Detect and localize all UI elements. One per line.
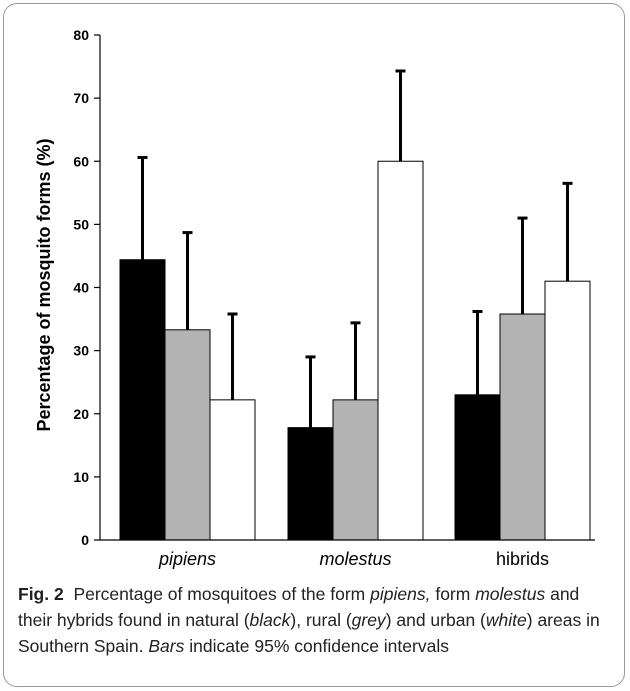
caption-text-7: indicate 95% confidence intervals <box>184 636 449 656</box>
figure-frame <box>3 3 625 687</box>
y-tick-label: 60 <box>73 153 89 169</box>
caption-italic-6: Bars <box>148 636 185 656</box>
bar <box>164 329 211 541</box>
bar <box>287 427 334 541</box>
y-tick-label: 10 <box>73 469 89 485</box>
bars <box>119 69 591 541</box>
y-tick-label: 30 <box>73 343 89 359</box>
caption-italic-5: white <box>485 610 527 630</box>
caption-text-1: Percentage of mosquitoes of the form <box>73 584 371 604</box>
y-tick-label: 40 <box>73 280 89 296</box>
x-tick-label: pipiens <box>158 549 216 569</box>
bar <box>209 399 256 541</box>
bar <box>377 160 424 541</box>
caption-text-4: ), rural ( <box>290 610 352 630</box>
caption-text-5: ) and urban ( <box>385 610 486 630</box>
bar <box>544 280 591 541</box>
caption-text-2: form <box>430 584 476 604</box>
caption-text-3: and their hybrids found in natural ( <box>18 584 580 630</box>
x-tick-label: molestus <box>319 549 391 569</box>
x-tick-label: hibrids <box>496 549 549 569</box>
x-axis: pipiens molestus hibrids <box>100 539 595 569</box>
y-tick-label: 20 <box>73 406 89 422</box>
y-tick-label: 0 <box>81 532 89 548</box>
bar <box>332 399 379 541</box>
bar <box>499 313 546 541</box>
bar-chart: 0 10 20 30 40 50 60 70 80 pipiens molestus hibrids… <box>34 27 595 569</box>
caption-italic-4: grey <box>351 610 386 630</box>
y-tick-label: 50 <box>73 216 89 232</box>
caption-italic-3: black <box>249 610 291 630</box>
bar <box>454 394 501 541</box>
caption-text-6: ) areas in Southern Spain. <box>18 610 600 656</box>
caption-label: Fig. 2 <box>18 584 64 604</box>
y-tick-label: 80 <box>73 27 89 43</box>
y-axis: 0 10 20 30 40 50 60 70 80 <box>73 27 101 548</box>
figure-caption: Fig. 2 Percentage of mosquitoes of the f… <box>18 581 614 659</box>
bar <box>119 259 166 541</box>
y-tick-label: 70 <box>73 90 89 106</box>
y-axis-label: Percentage of mosquito forms (%) <box>34 138 54 431</box>
caption-italic-1: pipiens, <box>370 584 431 604</box>
caption-italic-2: molestus <box>475 584 546 604</box>
